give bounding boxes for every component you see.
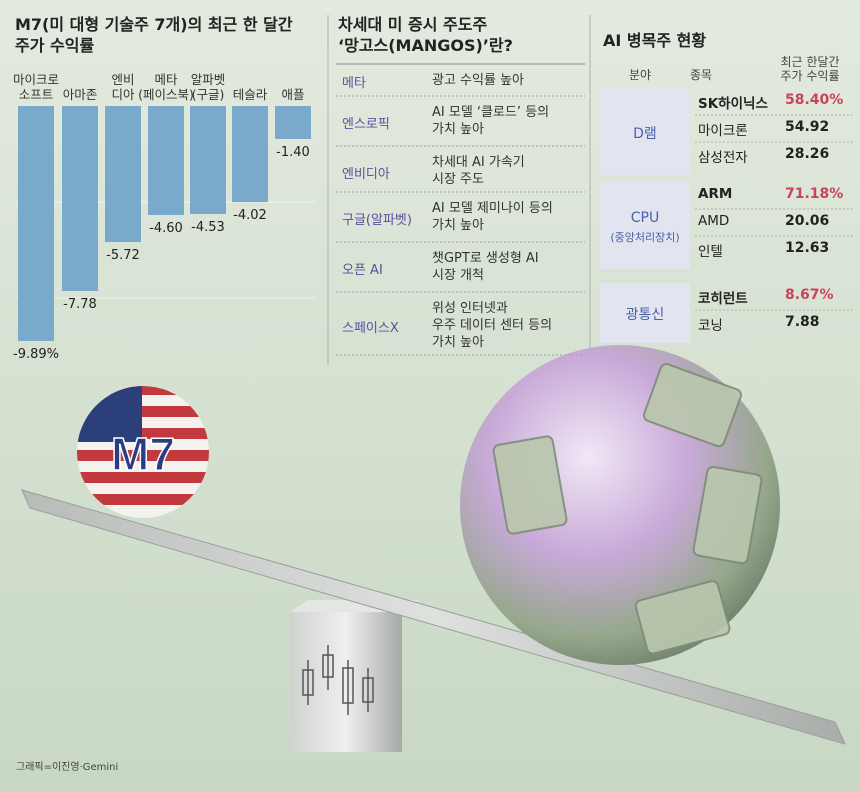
stock-name: 인텔 <box>698 244 723 260</box>
stock-desc: 광고 수익률 높아 <box>432 73 524 88</box>
flag-text: M7 <box>111 428 175 480</box>
stock-return: 12.63 <box>785 240 830 256</box>
category-label: 알파벳 (구글) <box>190 72 226 102</box>
stock-desc: 차세대 AI 가속기 시장 주도 <box>432 155 525 187</box>
stock-name: 스페이스X <box>342 321 399 336</box>
bar <box>232 106 268 202</box>
stock-name: 마이크론 <box>698 123 748 139</box>
stock-return: 20.06 <box>785 213 830 229</box>
stock-name: 코닝 <box>698 318 723 334</box>
bar <box>62 106 98 292</box>
stock-return: 54.92 <box>785 119 830 135</box>
stock-return: 7.88 <box>785 314 820 330</box>
stock-desc: 위성 인터넷과 우주 데이터 센터 등의 가치 높아 <box>432 301 553 350</box>
stock-name: 엔비디아 <box>342 166 390 182</box>
ai-title: AI 병목주 현황 <box>603 31 707 50</box>
category-label: 마이크로 소프트 <box>12 72 59 102</box>
category-label: 메타 (페이스북) <box>138 72 194 102</box>
chips <box>492 363 763 655</box>
stock-name: 엔스로픽 <box>342 116 390 132</box>
bar <box>190 106 226 214</box>
stock-desc: 챗GPT로 생성형 AI 시장 개척 <box>432 251 539 283</box>
value-label: -4.53 <box>191 219 225 235</box>
header: 종목 <box>690 68 713 82</box>
category-label: 테슬라 <box>232 87 268 102</box>
group-label: 광통신 <box>625 307 665 323</box>
bar <box>18 106 54 342</box>
value-label: -1.40 <box>276 145 310 161</box>
pedestal <box>290 612 402 752</box>
group-box <box>600 182 690 269</box>
stock-return: 28.26 <box>785 146 830 162</box>
category-label: 애플 <box>281 87 305 102</box>
group-label: D램 <box>633 125 657 142</box>
stock-name: 메타 <box>342 76 366 91</box>
value-label: -9.89% <box>13 347 59 363</box>
stock-return: 58.40% <box>785 92 844 108</box>
bar <box>105 106 141 243</box>
stock-desc: AI 모델 ‘클로드’ 등의 가치 높아 <box>432 105 550 137</box>
stock-name: 오픈 AI <box>342 262 383 278</box>
value-label: -4.02 <box>233 207 267 223</box>
bar <box>148 106 184 216</box>
mangos-title: 차세대 미 증시 주도주 ‘망고스(MANGOS)’란? <box>338 15 513 55</box>
value-label: -4.60 <box>149 221 183 237</box>
chart-title: M7(미 대형 기술주 7개)의 최근 한 달간 주가 수익률 <box>15 15 293 55</box>
group-label: CPU <box>630 209 660 226</box>
group-sublabel: (중앙처리장치) <box>610 230 680 244</box>
stock-return: 8.67% <box>785 287 834 303</box>
stock-name: 구글(알파벳) <box>342 212 412 228</box>
category-label: 아마존 <box>62 87 98 102</box>
credit: 그래픽=이진영·Gemini <box>16 762 119 773</box>
header: 최근 한달간 주가 수익률 <box>780 55 840 83</box>
group-box <box>600 88 690 175</box>
value-label: -5.72 <box>106 248 140 264</box>
stock-name: 코히런트 <box>698 291 748 307</box>
stock-name: 삼성전자 <box>698 150 748 166</box>
category-label: 엔비 디아 <box>111 72 135 102</box>
value-label: -7.78 <box>63 297 97 313</box>
stock-name: AMD <box>698 213 730 229</box>
stock-name: ARM <box>698 186 733 202</box>
stock-desc: AI 모델 제미나이 등의 가치 높아 <box>432 201 553 233</box>
bar <box>275 106 311 140</box>
group-box <box>600 283 690 343</box>
stock-name: SK하이닉스 <box>698 96 768 112</box>
stock-return: 71.18% <box>785 186 844 202</box>
header: 분야 <box>628 68 652 82</box>
candles <box>302 645 374 715</box>
